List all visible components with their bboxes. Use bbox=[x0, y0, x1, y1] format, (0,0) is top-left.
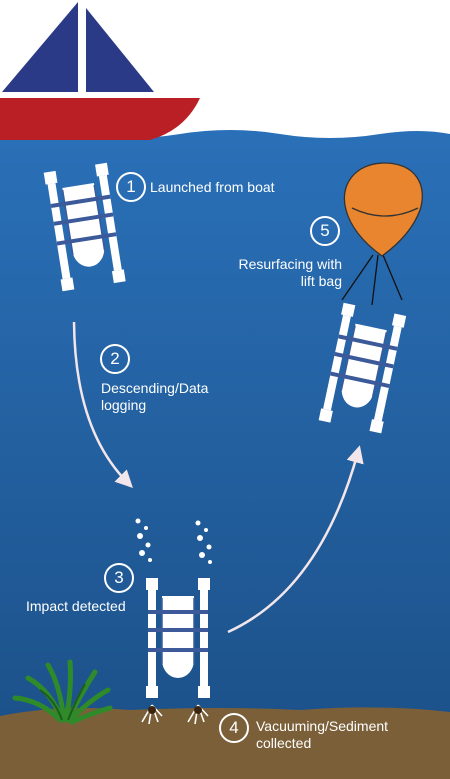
step-3-number: 3 bbox=[104, 563, 134, 593]
step-1-label: Launched from boat bbox=[150, 179, 275, 195]
bubbles bbox=[135, 518, 212, 564]
step-1-number: 1 bbox=[116, 172, 146, 202]
arrow-resurface bbox=[227, 445, 364, 634]
step-3-label: Impact detected bbox=[26, 598, 126, 614]
step-4-number: 4 bbox=[219, 713, 249, 743]
water bbox=[0, 130, 450, 779]
step-2-number: 2 bbox=[100, 344, 130, 374]
arrow-descend bbox=[72, 321, 133, 488]
lift-bag bbox=[341, 162, 423, 306]
step-5-number: 5 bbox=[310, 216, 340, 246]
step-5-label: Resurfacing with lift bag bbox=[238, 256, 343, 289]
seaweed bbox=[12, 659, 113, 725]
seabed bbox=[0, 707, 450, 779]
step-2-label: Descending/Data logging bbox=[101, 380, 209, 413]
boat bbox=[0, 0, 200, 140]
suction-feet bbox=[141, 704, 209, 725]
step-4-label: Vacuuming/Sediment collected bbox=[256, 718, 389, 751]
